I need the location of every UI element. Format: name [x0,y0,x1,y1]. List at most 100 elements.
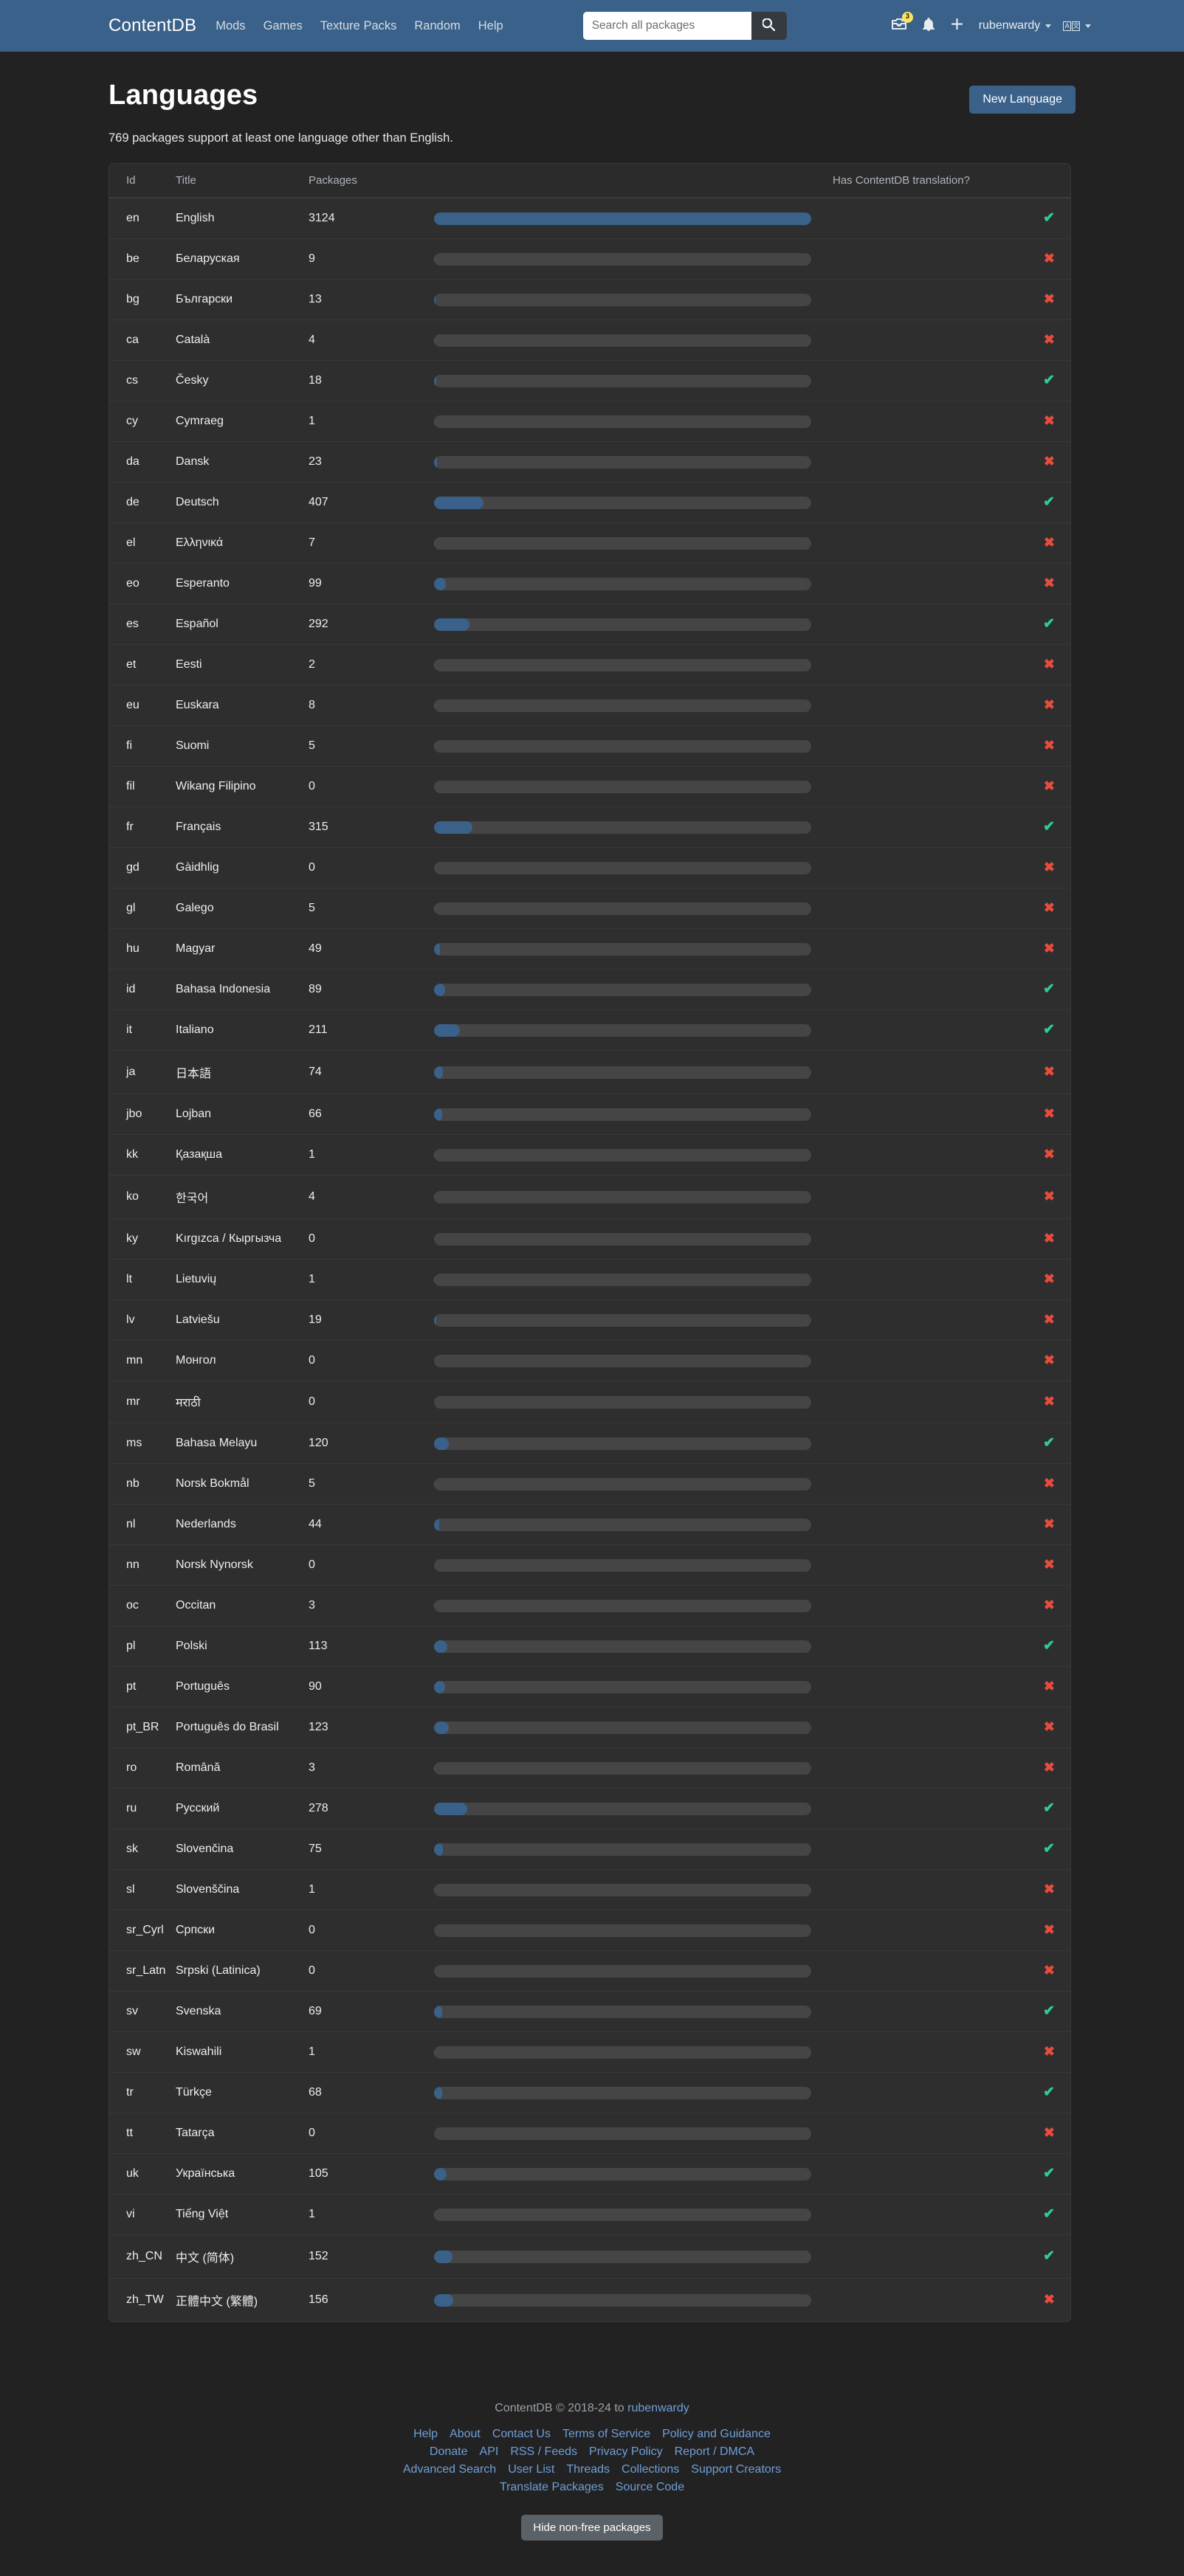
cell-package-count: 49 [309,929,434,970]
cell-package-count: 89 [309,970,434,1010]
footer-link-user-list[interactable]: User List [502,2463,560,2476]
cell-package-count: 1 [309,2032,434,2073]
footer-link-translate-packages[interactable]: Translate Packages [494,2481,610,2494]
nav-link-mods[interactable]: Mods [216,19,245,33]
notifications-button[interactable] [915,18,943,35]
package-progress-bar [434,1843,811,1856]
copyright-user-link[interactable]: rubenwardy [627,2402,689,2414]
hide-nonfree-packages-button[interactable]: Hide non-free packages [521,2515,662,2541]
cell-package-count: 5 [309,1464,434,1505]
cell-language-id: nl [109,1505,176,1545]
footer-link-contact-us[interactable]: Contact Us [486,2428,557,2441]
search-submit-button[interactable] [751,12,787,40]
cell-package-count: 0 [309,848,434,888]
footer-link-support-creators[interactable]: Support Creators [685,2463,787,2476]
search-input[interactable] [583,12,751,40]
footer-link-advanced-search[interactable]: Advanced Search [397,2463,502,2476]
nav-link-help[interactable]: Help [478,19,503,33]
cell-package-bar [434,848,833,888]
nav-link-random[interactable]: Random [414,19,460,33]
footer-link-policy-and-guidance[interactable]: Policy and Guidance [656,2428,777,2441]
footer-link-help[interactable]: Help [407,2428,444,2441]
footer-link-rss-feeds[interactable]: RSS / Feeds [504,2445,583,2459]
nav-link-games[interactable]: Games [264,19,303,33]
create-button[interactable] [943,18,971,34]
column-header-id: Id [109,164,176,198]
footer-link-collections[interactable]: Collections [616,2463,685,2476]
cell-language-id: ky [109,1219,176,1260]
footer-link-report-dmca[interactable]: Report / DMCA [669,2445,760,2459]
cross-icon: ✖ [1044,2292,1055,2307]
footer-link-terms-of-service[interactable]: Terms of Service [557,2428,656,2441]
footer-link-threads[interactable]: Threads [560,2463,616,2476]
footer-link-donate[interactable]: Donate [424,2445,474,2459]
inbox-button[interactable]: 3 [884,18,915,35]
footer-link-about[interactable]: About [444,2428,486,2441]
cell-package-bar [434,2235,833,2279]
new-language-button[interactable]: New Language [969,86,1075,114]
footer-link-privacy-policy[interactable]: Privacy Policy [583,2445,669,2459]
cell-package-bar [434,1135,833,1175]
package-progress-bar [434,1762,811,1775]
nav-link-texture-packs[interactable]: Texture Packs [320,19,397,33]
brand-logo[interactable]: ContentDB [109,15,196,36]
footer-link-api[interactable]: API [474,2445,505,2459]
cell-package-count: 7 [309,523,434,564]
user-menu[interactable]: rubenwardy [971,19,1056,32]
footer-link-source-code[interactable]: Source Code [610,2481,690,2494]
